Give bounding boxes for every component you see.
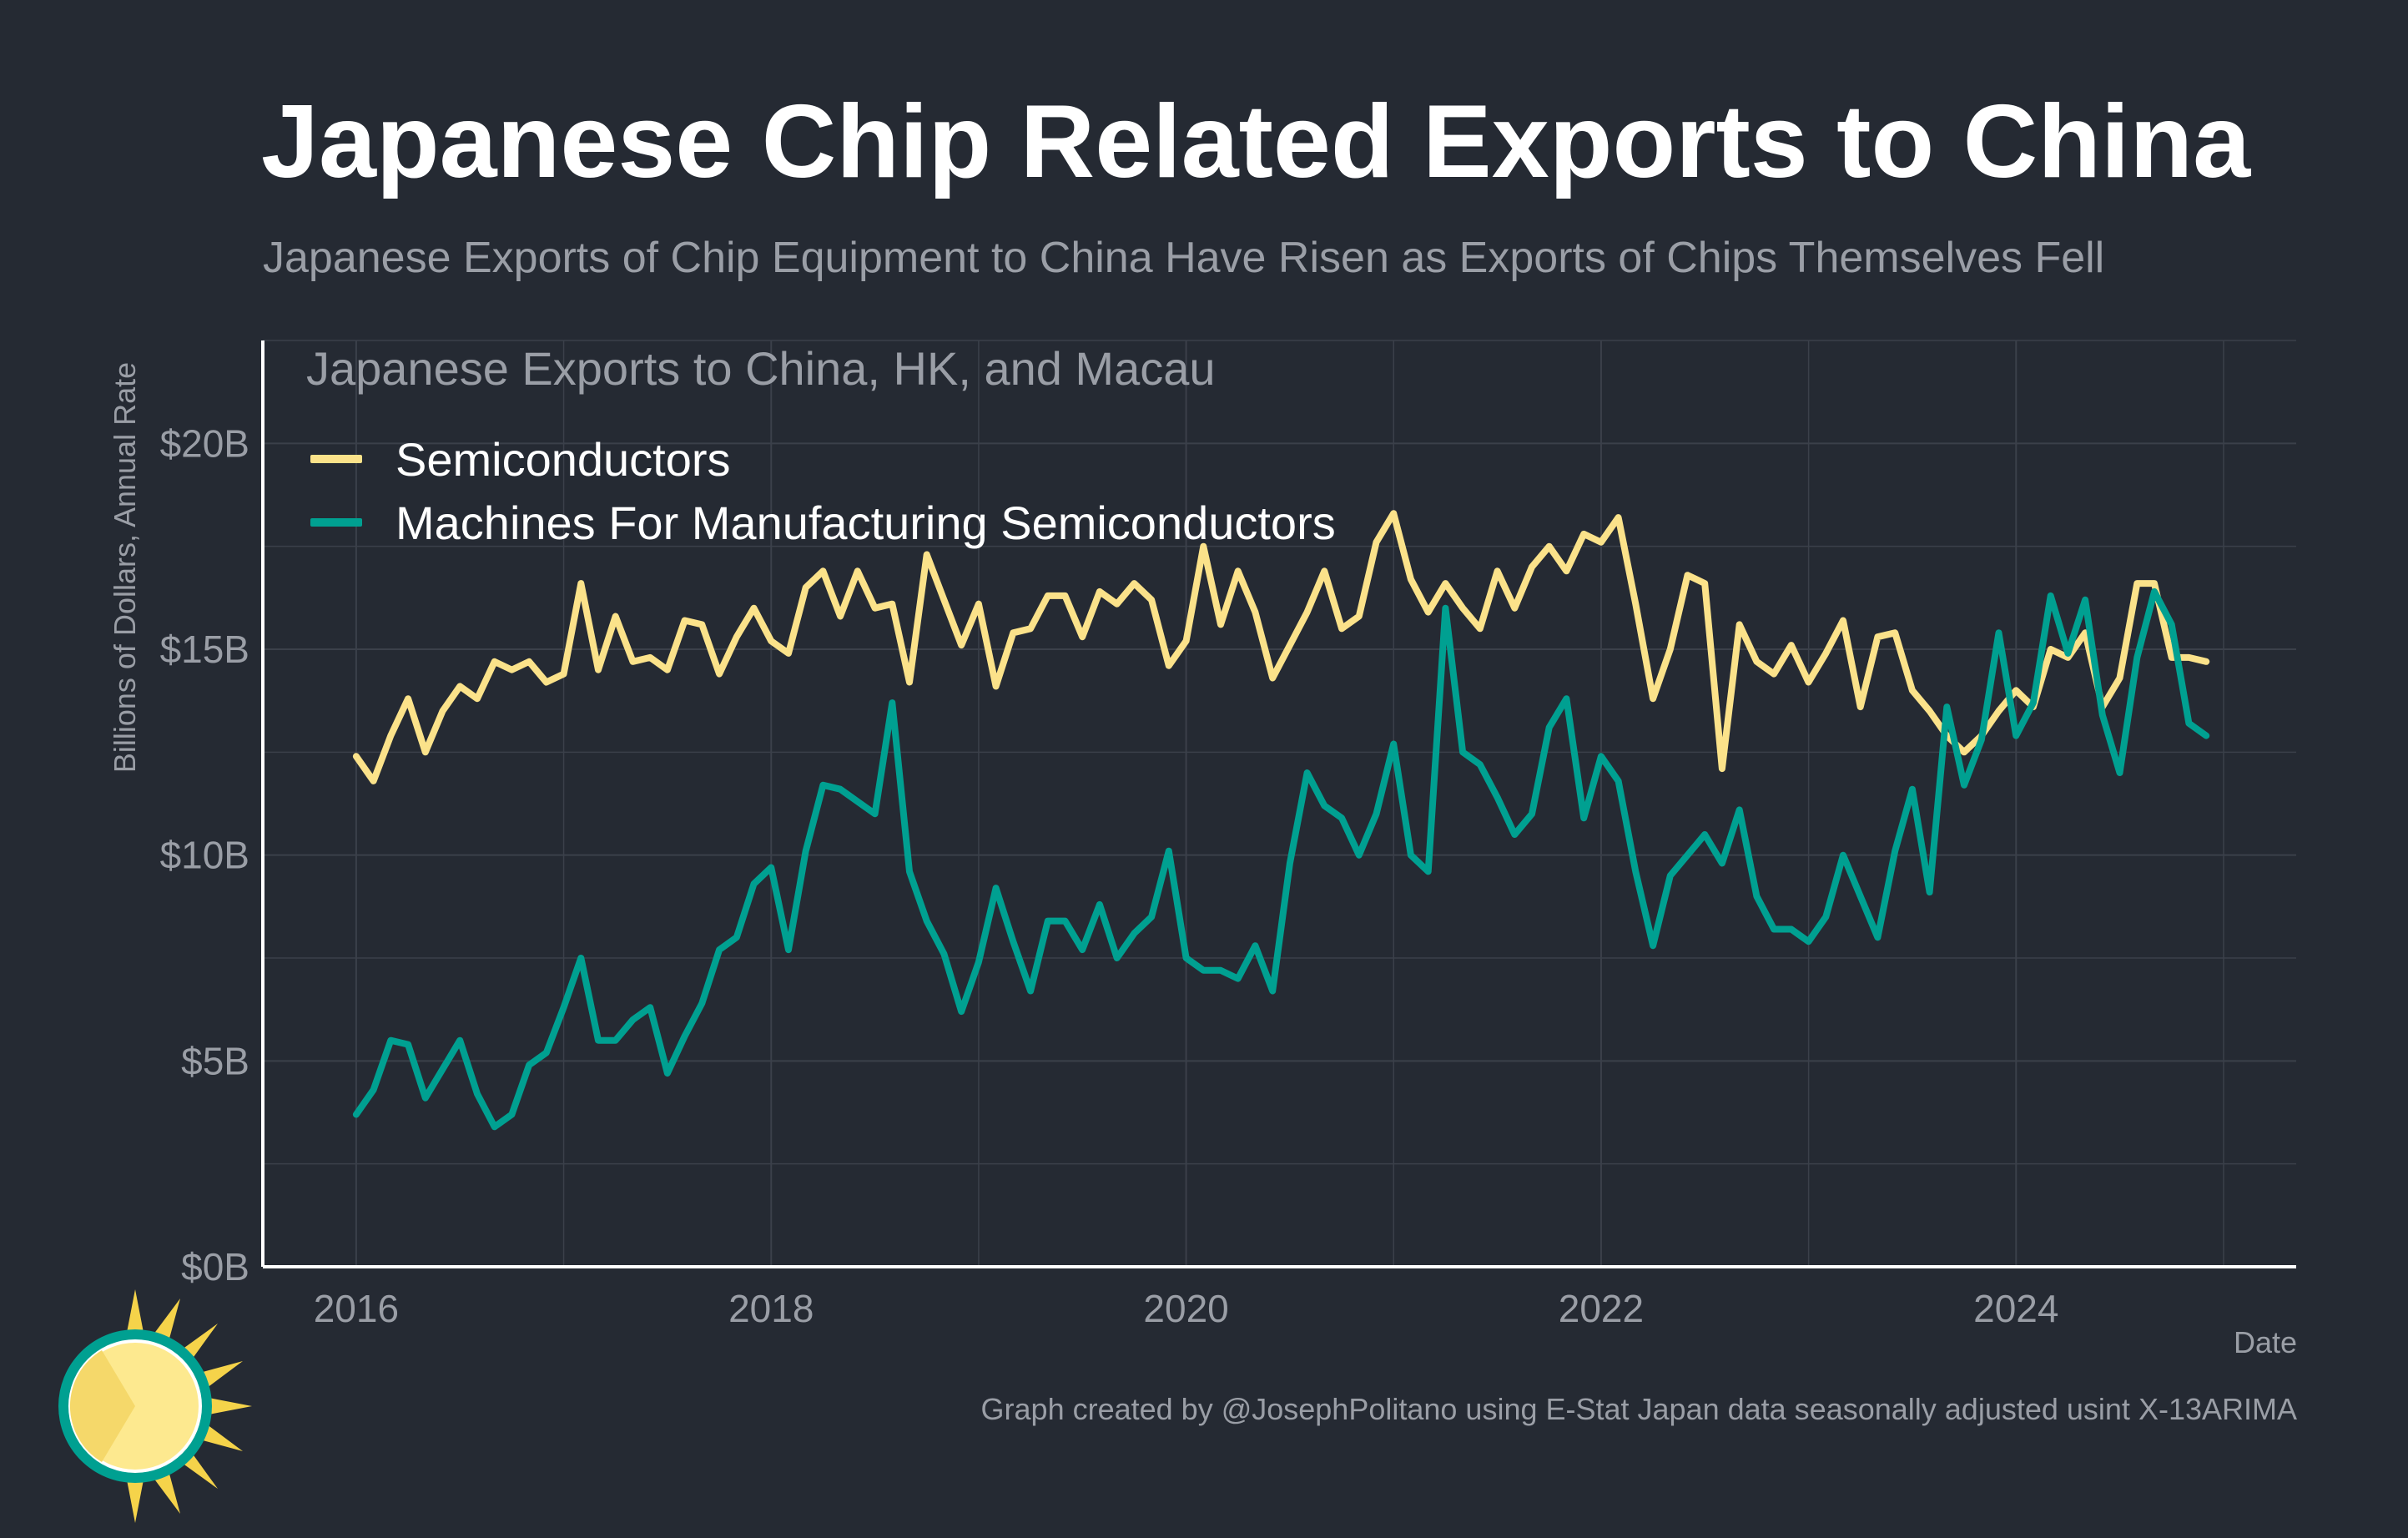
legend-item-semiconductors: Semiconductors xyxy=(310,427,1336,491)
y-tick-label: $10B xyxy=(160,834,249,877)
y-tick-label: $20B xyxy=(160,421,249,465)
legend-swatch-machines xyxy=(310,518,362,527)
source-caption: Graph created by @JosephPolitano using E… xyxy=(980,1392,2297,1426)
legend-swatch-semiconductors xyxy=(310,455,362,463)
series-line-machines xyxy=(352,587,2210,1131)
legend-label-machines: Machines For Manufacturing Semiconductor… xyxy=(395,496,1336,549)
y-axis-label: Billions of Dollars, Annual Rate xyxy=(108,361,142,774)
legend-label-semiconductors: Semiconductors xyxy=(395,432,731,486)
legend-item-machines: Machines For Manufacturing Semiconductor… xyxy=(310,491,1336,554)
axes xyxy=(261,340,2296,1268)
x-tick-label: 2024 xyxy=(1973,1287,2058,1330)
series-line-semiconductors xyxy=(352,510,2210,784)
sun-logo-icon xyxy=(58,1289,252,1523)
x-tick-label: 2020 xyxy=(1143,1287,1228,1330)
tick-labels: $0B $5B $10B $15B $20B 2016 2018 2020 2022 2024 xyxy=(160,421,2059,1330)
plot-heading: Japanese Exports to China, HK, and Macau xyxy=(306,342,1216,395)
x-tick-label: 2018 xyxy=(728,1287,814,1330)
y-tick-label: $0B xyxy=(181,1245,249,1288)
y-tick-label: $15B xyxy=(160,628,249,671)
y-tick-label: $5B xyxy=(181,1039,249,1082)
x-tick-label: 2022 xyxy=(1559,1287,1644,1330)
legend: Semiconductors Machines For Manufacturin… xyxy=(310,427,1336,554)
chart-subtitle: Japanese Exports of Chip Equipment to Ch… xyxy=(263,234,2105,282)
chart-title: Japanese Chip Related Exports to China xyxy=(261,84,2251,199)
series-lines xyxy=(352,510,2210,1131)
x-tick-label: 2016 xyxy=(314,1287,399,1330)
x-axis-label: Date xyxy=(2233,1325,2297,1359)
